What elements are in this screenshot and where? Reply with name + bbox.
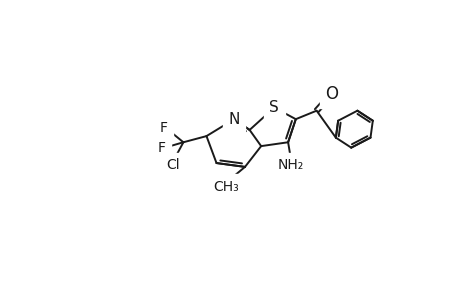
Text: N: N xyxy=(228,112,240,127)
Text: F: F xyxy=(159,122,167,135)
Text: S: S xyxy=(269,100,279,115)
Text: NH₂: NH₂ xyxy=(277,158,304,172)
Text: CH₃: CH₃ xyxy=(213,180,239,194)
Text: F: F xyxy=(157,141,166,155)
Text: O: O xyxy=(325,85,338,103)
Text: Cl: Cl xyxy=(165,158,179,172)
